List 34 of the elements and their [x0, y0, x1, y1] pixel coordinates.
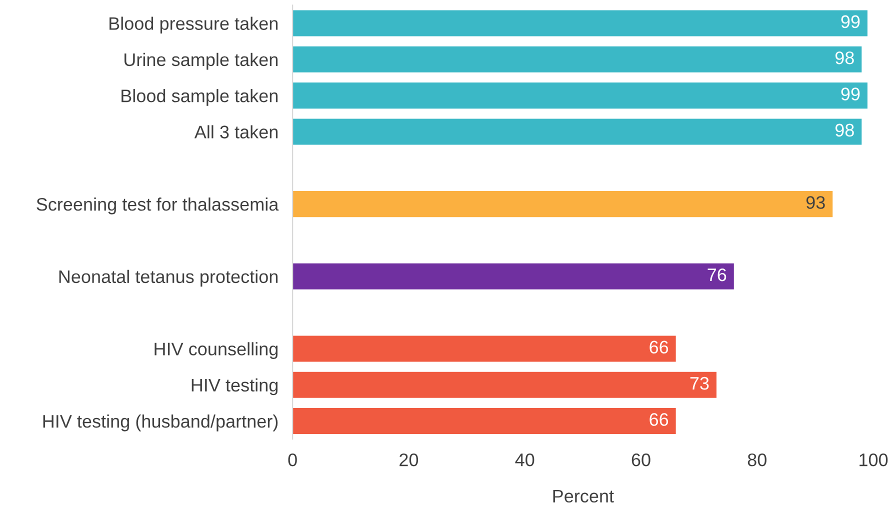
bar: [292, 372, 716, 398]
x-tick-label: 100: [860, 453, 888, 466]
y-tick-label: Blood pressure taken: [110, 16, 278, 34]
bar: [292, 82, 868, 109]
data-label: 98: [835, 124, 854, 137]
bar: [292, 408, 676, 434]
x-tick-label: 60: [632, 453, 650, 466]
y-tick-label: All 3 taken: [194, 125, 278, 138]
data-label: 66: [650, 413, 668, 426]
data-label: 76: [708, 268, 726, 282]
data-label: 99: [841, 15, 860, 28]
bar: [292, 46, 862, 72]
data-label: 66: [650, 340, 668, 354]
x-tick-label: 40: [515, 453, 534, 466]
y-tick-label: HIV testing (husband/partner): [43, 414, 278, 432]
x-tick-label: 20: [400, 453, 418, 466]
data-label: 73: [690, 376, 709, 390]
bar: [292, 191, 833, 218]
y-tick-label: Screening test for thalassemia: [36, 198, 279, 214]
y-tick-label: Blood sample taken: [122, 89, 278, 106]
x-tick-label: 80: [748, 453, 766, 466]
bar: [292, 336, 676, 362]
x-tick-label: 0: [288, 453, 297, 466]
bar: [292, 118, 862, 145]
bar: [292, 263, 734, 290]
data-label: 99: [841, 88, 860, 100]
y-tick-label: Neonatal tetanus protection: [59, 270, 278, 287]
y-tick-label: HIV counselling: [154, 342, 278, 359]
x-axis-title: Percent: [553, 490, 614, 503]
bar: [292, 10, 868, 36]
y-tick-label: HIV testing: [192, 378, 278, 396]
data-label: 93: [806, 196, 825, 209]
y-tick-label: Urine sample taken: [124, 52, 278, 70]
data-label: 98: [835, 51, 854, 64]
